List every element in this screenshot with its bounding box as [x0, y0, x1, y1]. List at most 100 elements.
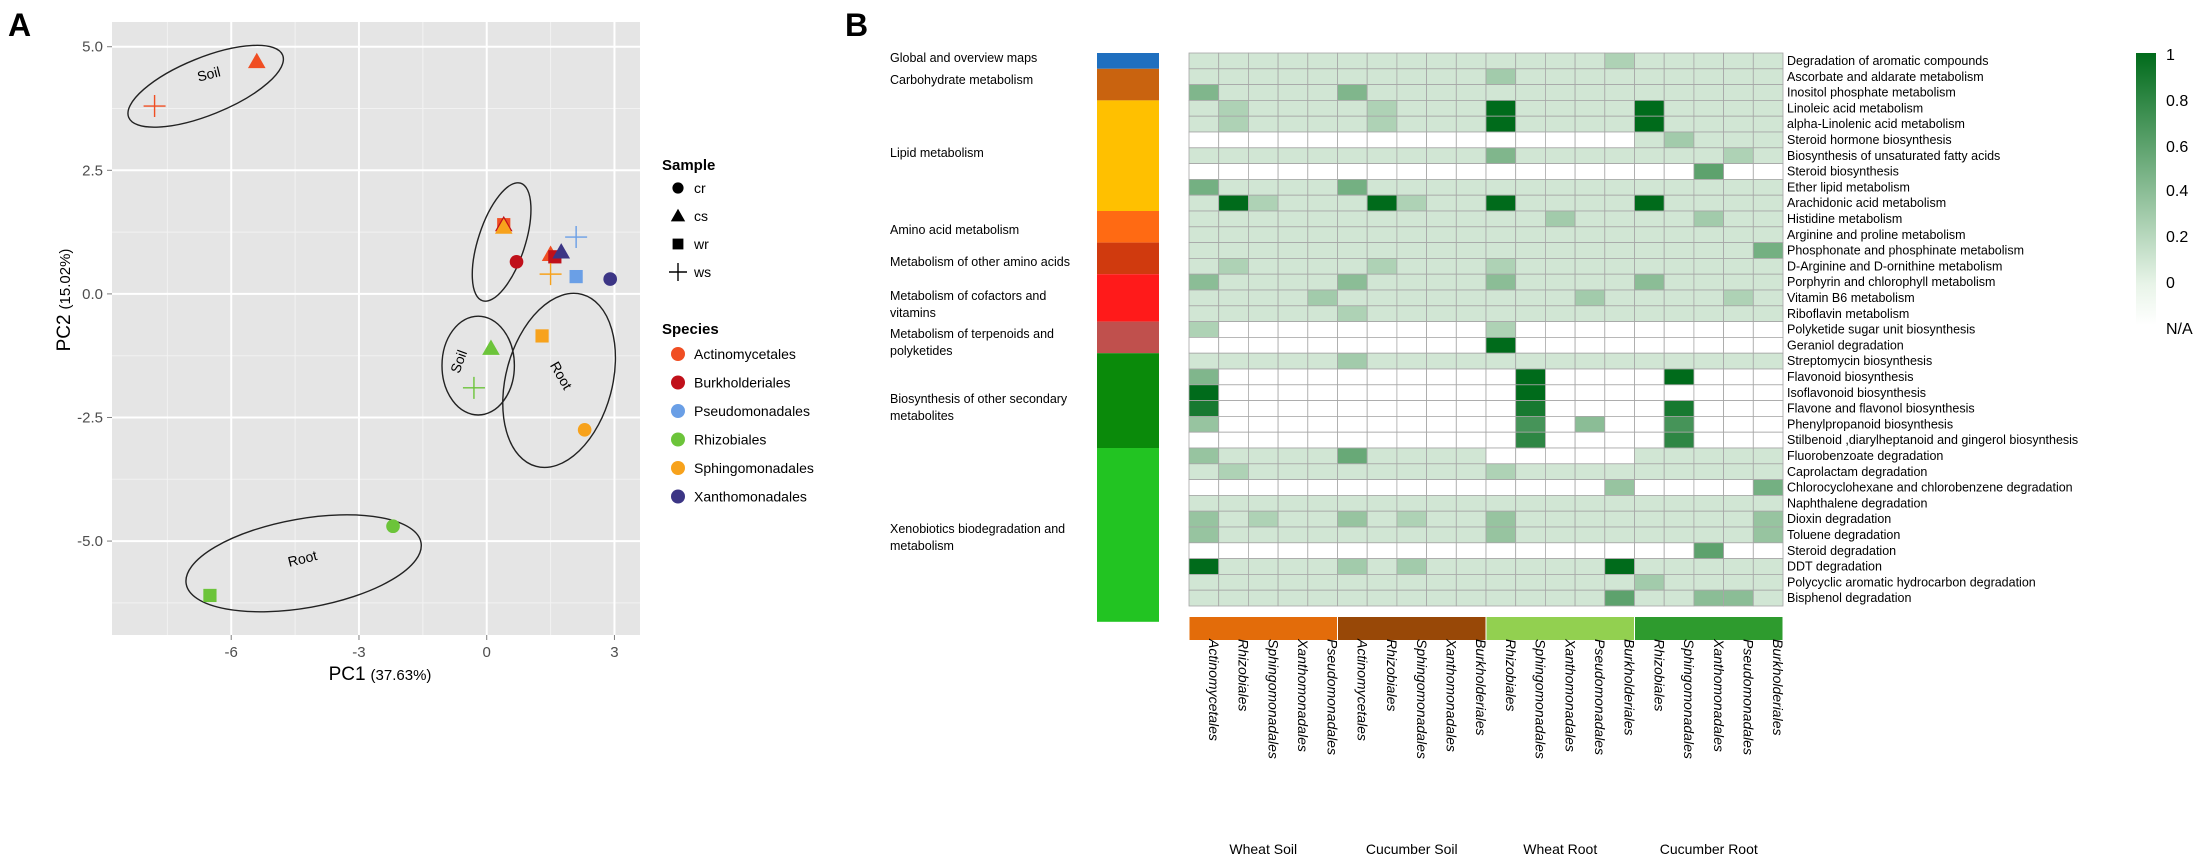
heatmap-cell: [1693, 194, 1725, 212]
heatmap-cell: [1663, 115, 1695, 133]
heatmap-cell: [1188, 289, 1220, 307]
row-label: Polycyclic aromatic hydrocarbon degradat…: [1787, 575, 2036, 589]
heatmap-cell: [1218, 131, 1249, 149]
heatmap-cell: [1634, 115, 1665, 133]
heatmap-cell: [1455, 100, 1487, 117]
heatmap-cell: [1485, 147, 1517, 165]
heatmap-cell: [1545, 163, 1576, 180]
heatmap-cell: [1693, 242, 1725, 259]
heatmap-cell: [1634, 431, 1665, 449]
heatmap-cell: [1426, 447, 1457, 465]
heatmap-cell: [1455, 68, 1487, 86]
heatmap-cell: [1663, 52, 1695, 70]
heatmap-cell: [1604, 589, 1635, 607]
heatmap-cell: [1663, 574, 1695, 591]
heatmap-cell: [1634, 289, 1665, 307]
heatmap-cell: [1634, 163, 1665, 180]
heatmap-cell: [1188, 558, 1220, 575]
colorbar-tick-label: 0: [2166, 275, 2175, 292]
row-label: Linoleic acid metabolism: [1787, 101, 1923, 115]
heatmap-cell: [1455, 336, 1487, 354]
heatmap-cell: [1663, 510, 1695, 528]
heatmap-cell: [1723, 100, 1754, 117]
heatmap-cell: [1337, 321, 1368, 338]
group-bar: [1338, 617, 1486, 640]
heatmap-cell: [1634, 321, 1665, 338]
heatmap-cell: [1723, 163, 1754, 180]
category-strip: [1097, 274, 1159, 322]
heatmap-cell: [1337, 257, 1368, 275]
row-label: Naphthalene degradation: [1787, 496, 1927, 510]
column-label: Sphingomonadales: [1533, 639, 1549, 759]
cluster-label: Root: [286, 547, 319, 570]
heatmap-cell: [1188, 415, 1220, 433]
heatmap-cell: [1307, 447, 1338, 465]
heatmap-cell: [1634, 415, 1665, 433]
heatmap-cell: [1634, 100, 1665, 117]
heatmap-cell: [1604, 510, 1635, 528]
heatmap-cell: [1545, 257, 1576, 275]
legend-species-swatch: [671, 404, 685, 418]
category-strip: [1097, 53, 1159, 69]
heatmap-cell: [1366, 68, 1398, 86]
heatmap-cell: [1188, 574, 1220, 591]
heatmap-cell: [1693, 526, 1725, 544]
heatmap-cell: [1663, 321, 1695, 338]
heatmap-cell: [1366, 147, 1398, 165]
heatmap-cell: [1188, 242, 1220, 259]
heatmap-cell: [1366, 115, 1398, 133]
row-label: Ascorbate and aldarate metabolism: [1787, 70, 1984, 84]
heatmap-cell: [1634, 526, 1665, 544]
heatmap-cell: [1663, 447, 1695, 465]
heatmap-cell: [1515, 273, 1546, 291]
heatmap-cell: [1723, 178, 1754, 196]
legend-sample-marker: [669, 263, 687, 281]
heatmap-cell: [1604, 178, 1635, 196]
heatmap-cell: [1248, 210, 1279, 228]
heatmap-cell: [1218, 336, 1249, 354]
heatmap-cell: [1188, 163, 1220, 180]
heatmap-cell: [1218, 352, 1249, 370]
heatmap-cell: [1663, 336, 1695, 354]
heatmap-cell: [1545, 589, 1576, 607]
row-label: Arachidonic acid metabolism: [1787, 196, 1946, 210]
heatmap-cell: [1485, 321, 1517, 338]
heatmap-cell: [1515, 226, 1546, 244]
heatmap-cell: [1723, 526, 1754, 544]
heatmap-cell: [1307, 431, 1338, 449]
heatmap-cell: [1515, 510, 1546, 528]
heatmap-cell: [1545, 210, 1576, 228]
heatmap-cell: [1396, 115, 1428, 133]
row-label: Isoflavonoid biosynthesis: [1787, 386, 1926, 400]
heatmap-cell: [1545, 479, 1576, 496]
heatmap-cell: [1307, 384, 1338, 401]
heatmap-cell: [1396, 589, 1428, 607]
heatmap-cell: [1723, 447, 1754, 465]
heatmap-cell: [1248, 273, 1279, 291]
heatmap-cell: [1752, 147, 1784, 165]
heatmap-cell: [1455, 226, 1487, 244]
heatmap-cell: [1604, 542, 1635, 559]
heatmap-cell: [1574, 84, 1606, 101]
heatmap-cell: [1723, 542, 1754, 559]
heatmap-cell: [1693, 479, 1725, 496]
heatmap-cell: [1515, 194, 1546, 212]
group-label: Cucumber Soil: [1366, 841, 1458, 857]
heatmap-cell: [1574, 289, 1606, 307]
heatmap-cell: [1663, 415, 1695, 433]
heatmap-cell: [1693, 431, 1725, 449]
legend-species-label: Burkholderiales: [694, 375, 791, 391]
row-label: Fluorobenzoate degradation: [1787, 449, 1943, 463]
heatmap-cell: [1752, 131, 1784, 149]
heatmap-cell: [1574, 242, 1606, 259]
heatmap-cell: [1663, 257, 1695, 275]
heatmap-cell: [1277, 147, 1309, 165]
heatmap-cell: [1396, 479, 1428, 496]
heatmap-cell: [1366, 131, 1398, 149]
heatmap-cell: [1693, 100, 1725, 117]
scatter-point: [247, 52, 266, 69]
heatmap-cell: [1277, 558, 1309, 575]
heatmap-cell: [1396, 368, 1428, 386]
heatmap-cell: [1188, 273, 1220, 291]
y-tick-label: -5.0: [77, 533, 103, 550]
